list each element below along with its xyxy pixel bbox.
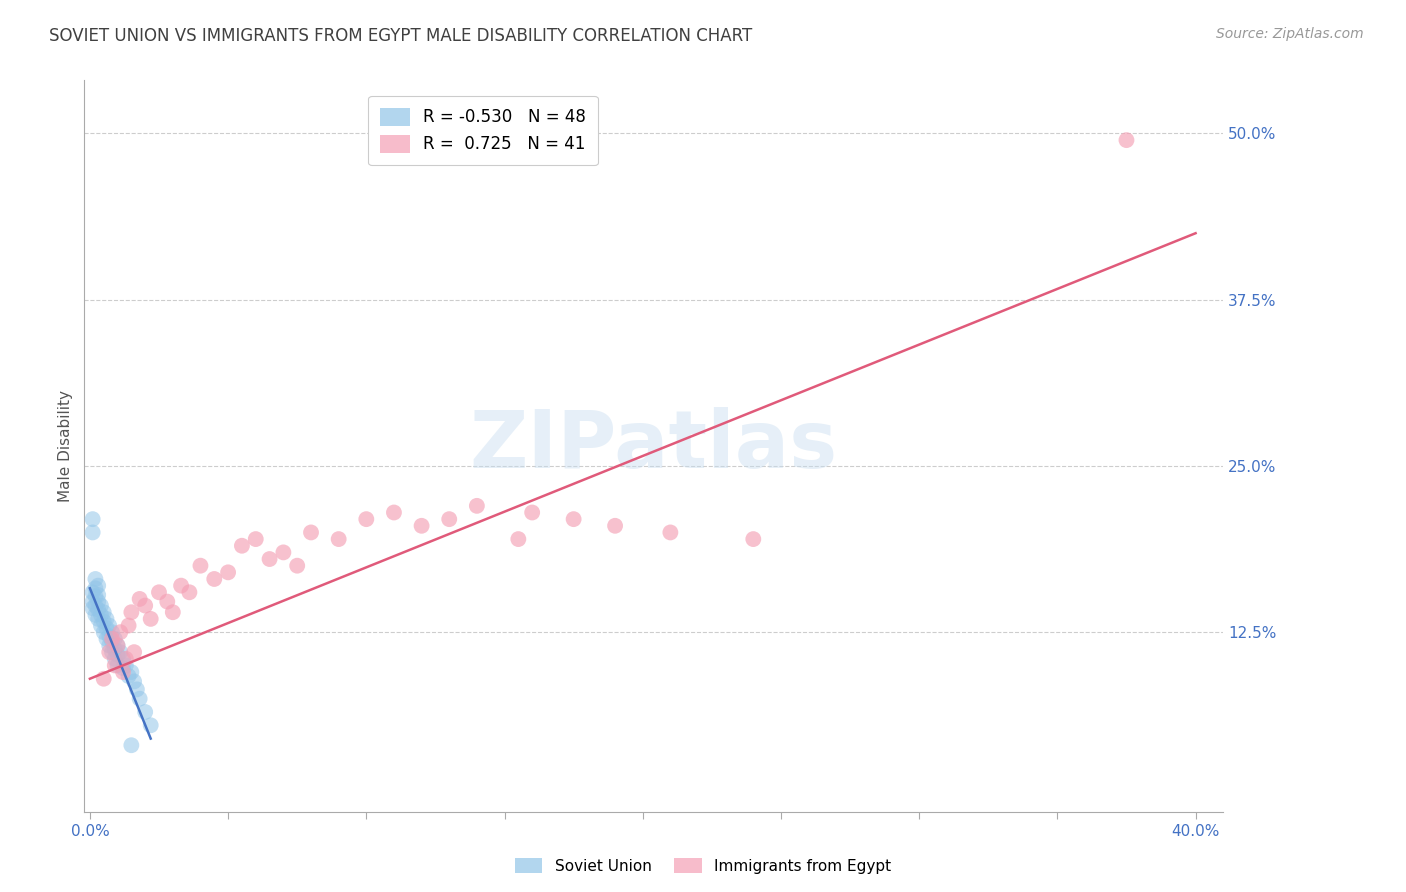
Point (84, 582, 107, 596)
Text: SOVIET UNION VS IMMIGRANTS FROM EGYPT MALE DISABILITY CORRELATION CHART: SOVIET UNION VS IMMIGRANTS FROM EGYPT MA… (49, 27, 752, 45)
Point (411, 518, 433, 533)
Legend: Soviet Union, Immigrants from Egypt: Soviet Union, Immigrants from Egypt (509, 852, 897, 880)
Point (273, 545, 295, 559)
Point (114, 658, 136, 673)
Point (98, 618, 121, 632)
Point (96, 621, 118, 635)
Point (84, 599, 107, 613)
Point (101, 625, 124, 640)
Point (117, 618, 139, 632)
Point (96, 612, 118, 626)
Point (465, 499, 488, 513)
Point (112, 665, 135, 679)
Point (82, 525, 104, 540)
Text: ZIPatlas: ZIPatlas (470, 407, 838, 485)
Point (101, 645, 124, 659)
Point (170, 579, 193, 593)
Point (98, 639, 121, 653)
Point (659, 525, 682, 540)
Point (162, 605, 184, 619)
Point (101, 634, 124, 648)
Point (603, 518, 626, 533)
Point (356, 512, 378, 526)
Point (98, 645, 121, 659)
Text: Source: ZipAtlas.com: Source: ZipAtlas.com (1216, 27, 1364, 41)
Point (90, 607, 112, 622)
Point (148, 585, 170, 599)
Point (112, 652, 135, 666)
Point (285, 558, 308, 573)
Point (156, 594, 179, 608)
Point (245, 532, 267, 546)
Point (93, 615, 115, 629)
Point (98, 629, 121, 643)
Point (231, 539, 253, 553)
Point (90, 599, 112, 613)
Point (82, 594, 104, 608)
Point (87, 612, 110, 626)
Point (107, 639, 129, 653)
Point (562, 512, 585, 526)
Y-axis label: Male Disability: Male Disability (58, 390, 73, 502)
Point (110, 625, 132, 640)
Point (107, 639, 129, 653)
Point (87, 602, 110, 616)
Point (84, 589, 107, 603)
Point (139, 612, 162, 626)
Point (84, 607, 107, 622)
Point (93, 625, 115, 640)
Point (107, 648, 129, 662)
Point (87, 594, 110, 608)
Point (117, 669, 139, 683)
Point (82, 512, 104, 526)
Point (101, 632, 124, 646)
Point (120, 738, 142, 752)
Point (104, 642, 127, 657)
Point (328, 532, 350, 546)
Point (122, 674, 145, 689)
Point (82, 585, 104, 599)
Point (134, 599, 156, 613)
Point (179, 585, 201, 599)
Point (82, 601, 104, 615)
Point (104, 652, 127, 666)
Point (104, 658, 127, 673)
Point (128, 591, 150, 606)
Point (110, 645, 132, 659)
Point (120, 665, 142, 679)
Point (114, 652, 136, 666)
Point (112, 661, 135, 675)
Point (87, 588, 110, 602)
Point (134, 705, 156, 719)
Point (128, 691, 150, 706)
Point (84, 572, 107, 586)
Point (202, 572, 225, 586)
Point (122, 645, 145, 659)
Point (107, 658, 129, 673)
Point (439, 512, 461, 526)
Legend: R = -0.530   N = 48, R =  0.725   N = 41: R = -0.530 N = 48, R = 0.725 N = 41 (368, 96, 598, 165)
Point (93, 672, 115, 686)
Point (93, 605, 115, 619)
Point (139, 718, 162, 732)
Point (125, 682, 148, 697)
Point (87, 579, 110, 593)
Point (508, 532, 530, 546)
Point (742, 532, 765, 546)
Point (90, 618, 112, 632)
Point (259, 552, 281, 566)
Point (217, 566, 239, 580)
Point (120, 605, 142, 619)
Point (382, 506, 405, 520)
Point (520, 506, 543, 520)
Point (1115, 133, 1137, 147)
Point (299, 525, 322, 540)
Point (96, 632, 118, 646)
Point (104, 632, 127, 646)
Point (190, 558, 212, 573)
